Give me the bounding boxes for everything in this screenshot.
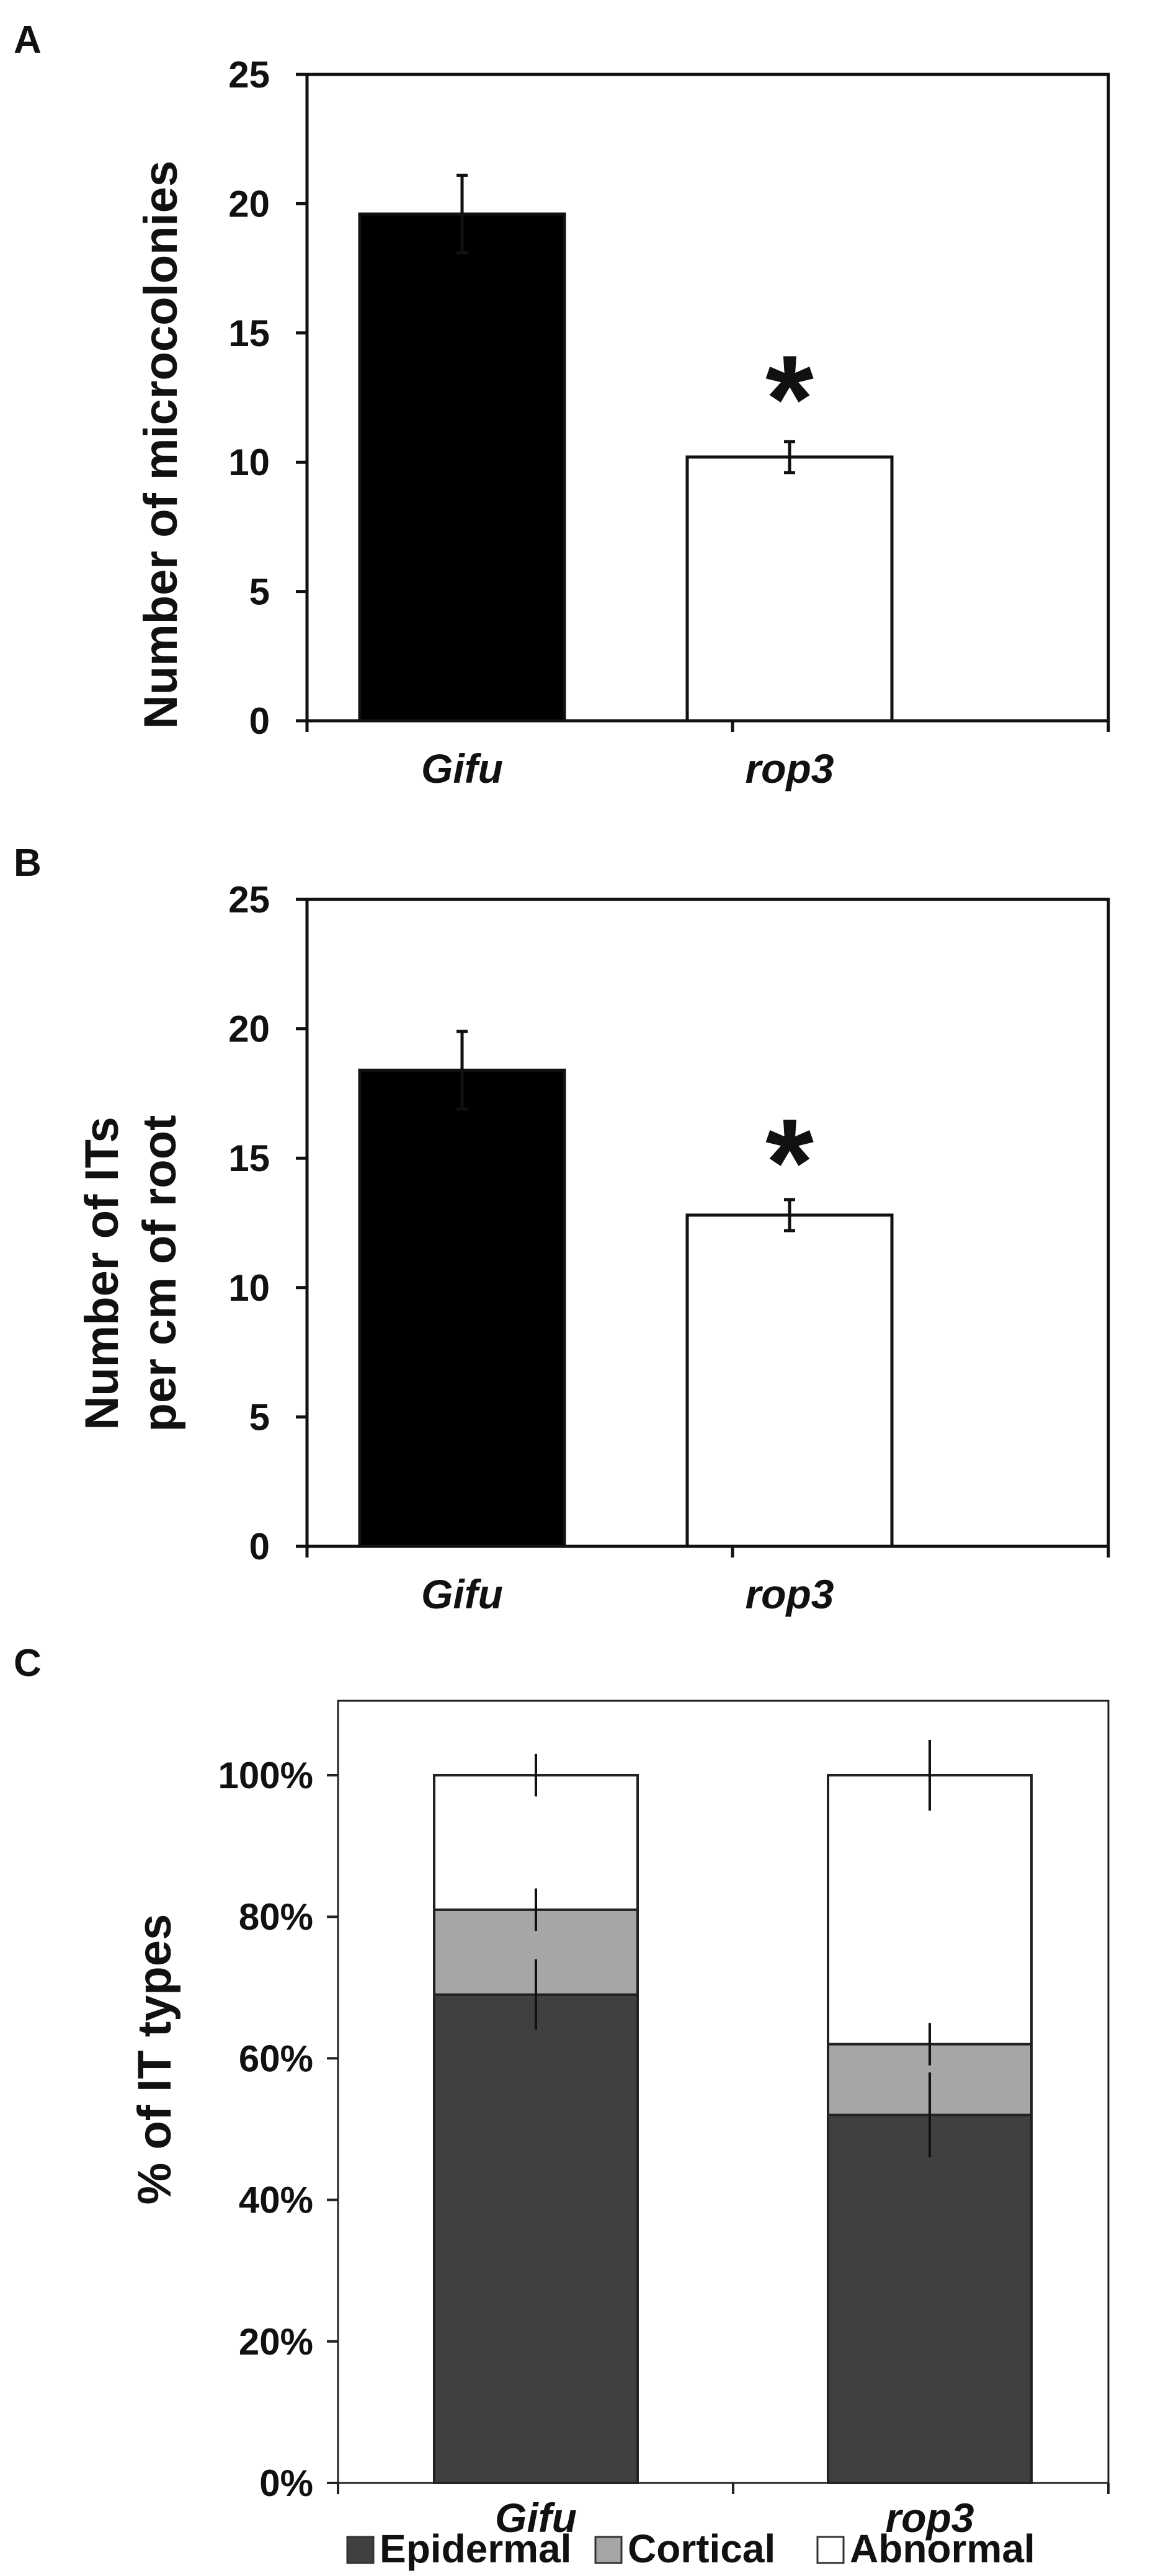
panel-a-categories: Gifu rop3 — [421, 746, 834, 791]
legend-swatch-cortical — [594, 2536, 623, 2564]
panel-b-y-tick-label: 15 — [228, 1138, 270, 1179]
panel-a-marks — [296, 73, 1110, 732]
panel-c-marks — [327, 1700, 1110, 2494]
panel-a-y-tick-label: 10 — [228, 442, 270, 483]
bar-segment-abnormal-rop3 — [827, 1774, 1033, 2046]
bar-gifu — [358, 212, 566, 723]
panel-c-y-tick-label: 0% — [259, 2462, 313, 2504]
panel-a-y-tick-label: 0 — [249, 700, 270, 742]
panel-c-category-label-rop3: rop3 — [885, 2495, 974, 2541]
panel-b-y-tick-label: 25 — [228, 879, 270, 920]
panel-c-y-ticks: 0% 20% 40% 60% 80% 100% — [218, 1755, 313, 2504]
panel-b-category-label-rop3: rop3 — [745, 1571, 834, 1617]
panel-b-y-tick-label: 20 — [228, 1009, 270, 1050]
panel-b-y-axis-label-line-1: Number of ITs — [76, 1116, 128, 1430]
panel-a-category-label-gifu: Gifu — [421, 746, 503, 791]
legend-label-abnormal: Abnormal — [850, 2526, 1035, 2571]
panel-c-y-tick-label: 60% — [239, 2038, 313, 2079]
bar-segment-abnormal-gifu — [433, 1774, 639, 1911]
panel-c-letter: C — [14, 1642, 42, 1685]
bar-rop3 — [685, 1213, 894, 1548]
legend-swatch-abnormal — [816, 2536, 845, 2564]
legend-swatch-epidermal — [346, 2536, 375, 2564]
panel-c: C % of IT types 0% 20% 40% 60% 80% 100% … — [14, 1642, 1110, 2571]
panel-b-category-label-gifu: Gifu — [421, 1571, 503, 1617]
panel-b-letter: B — [14, 842, 42, 885]
panel-a-y-tick-label: 5 — [249, 571, 270, 613]
panel-b-y-tick-label: 5 — [249, 1396, 270, 1438]
plot-frame — [337, 1700, 1110, 2484]
panel-c-y-tick-label: 20% — [239, 2321, 313, 2363]
panel-c-y-tick-label: 100% — [218, 1755, 313, 1796]
panel-a-y-axis-label: Number of microcolonies — [135, 161, 187, 729]
panel-a-category-label-rop3: rop3 — [745, 746, 834, 791]
panel-a-significance-asterisk: * — [765, 330, 814, 468]
panel-b-y-axis-label-line-2: per cm of root — [133, 1115, 186, 1432]
bar-rop3 — [685, 455, 894, 723]
panel-b-marks — [296, 898, 1110, 1558]
panel-a: A Number of microcolonies 0 5 10 15 20 2… — [14, 19, 1110, 791]
bar-segment-epidermal-rop3 — [827, 2113, 1033, 2484]
panel-b-y-tick-label: 10 — [228, 1267, 270, 1309]
panel-c-categories: Gifu rop3 — [495, 2495, 974, 2541]
panel-c-legend: Epidermal Cortical Abnormal — [346, 2526, 1035, 2571]
panel-a-y-tick-label: 15 — [228, 313, 270, 354]
panel-a-y-tick-label: 25 — [228, 54, 270, 96]
bar-gifu — [358, 1068, 566, 1548]
legend-label-cortical: Cortical — [628, 2526, 775, 2571]
panel-b: B Number of ITs per cm of root 0 5 10 15… — [14, 842, 1110, 1617]
legend-label-epidermal: Epidermal — [380, 2526, 571, 2571]
panel-c-y-axis-label: % of IT types — [128, 1914, 181, 2205]
panel-a-letter: A — [14, 19, 42, 61]
bar-segment-epidermal-gifu — [433, 1993, 639, 2484]
panel-c-y-tick-label: 80% — [239, 1896, 313, 1938]
panel-a-y-tick-label: 20 — [228, 183, 270, 225]
panel-a-y-ticks: 0 5 10 15 20 25 — [228, 54, 270, 742]
panel-b-categories: Gifu rop3 — [421, 1571, 834, 1617]
panel-b-y-ticks: 0 5 10 15 20 25 — [228, 879, 270, 1567]
panel-c-category-label-gifu: Gifu — [495, 2495, 577, 2541]
panel-b-y-tick-label: 0 — [249, 1526, 270, 1567]
panel-c-y-tick-label: 40% — [239, 2180, 313, 2221]
panel-b-significance-asterisk: * — [765, 1094, 814, 1232]
